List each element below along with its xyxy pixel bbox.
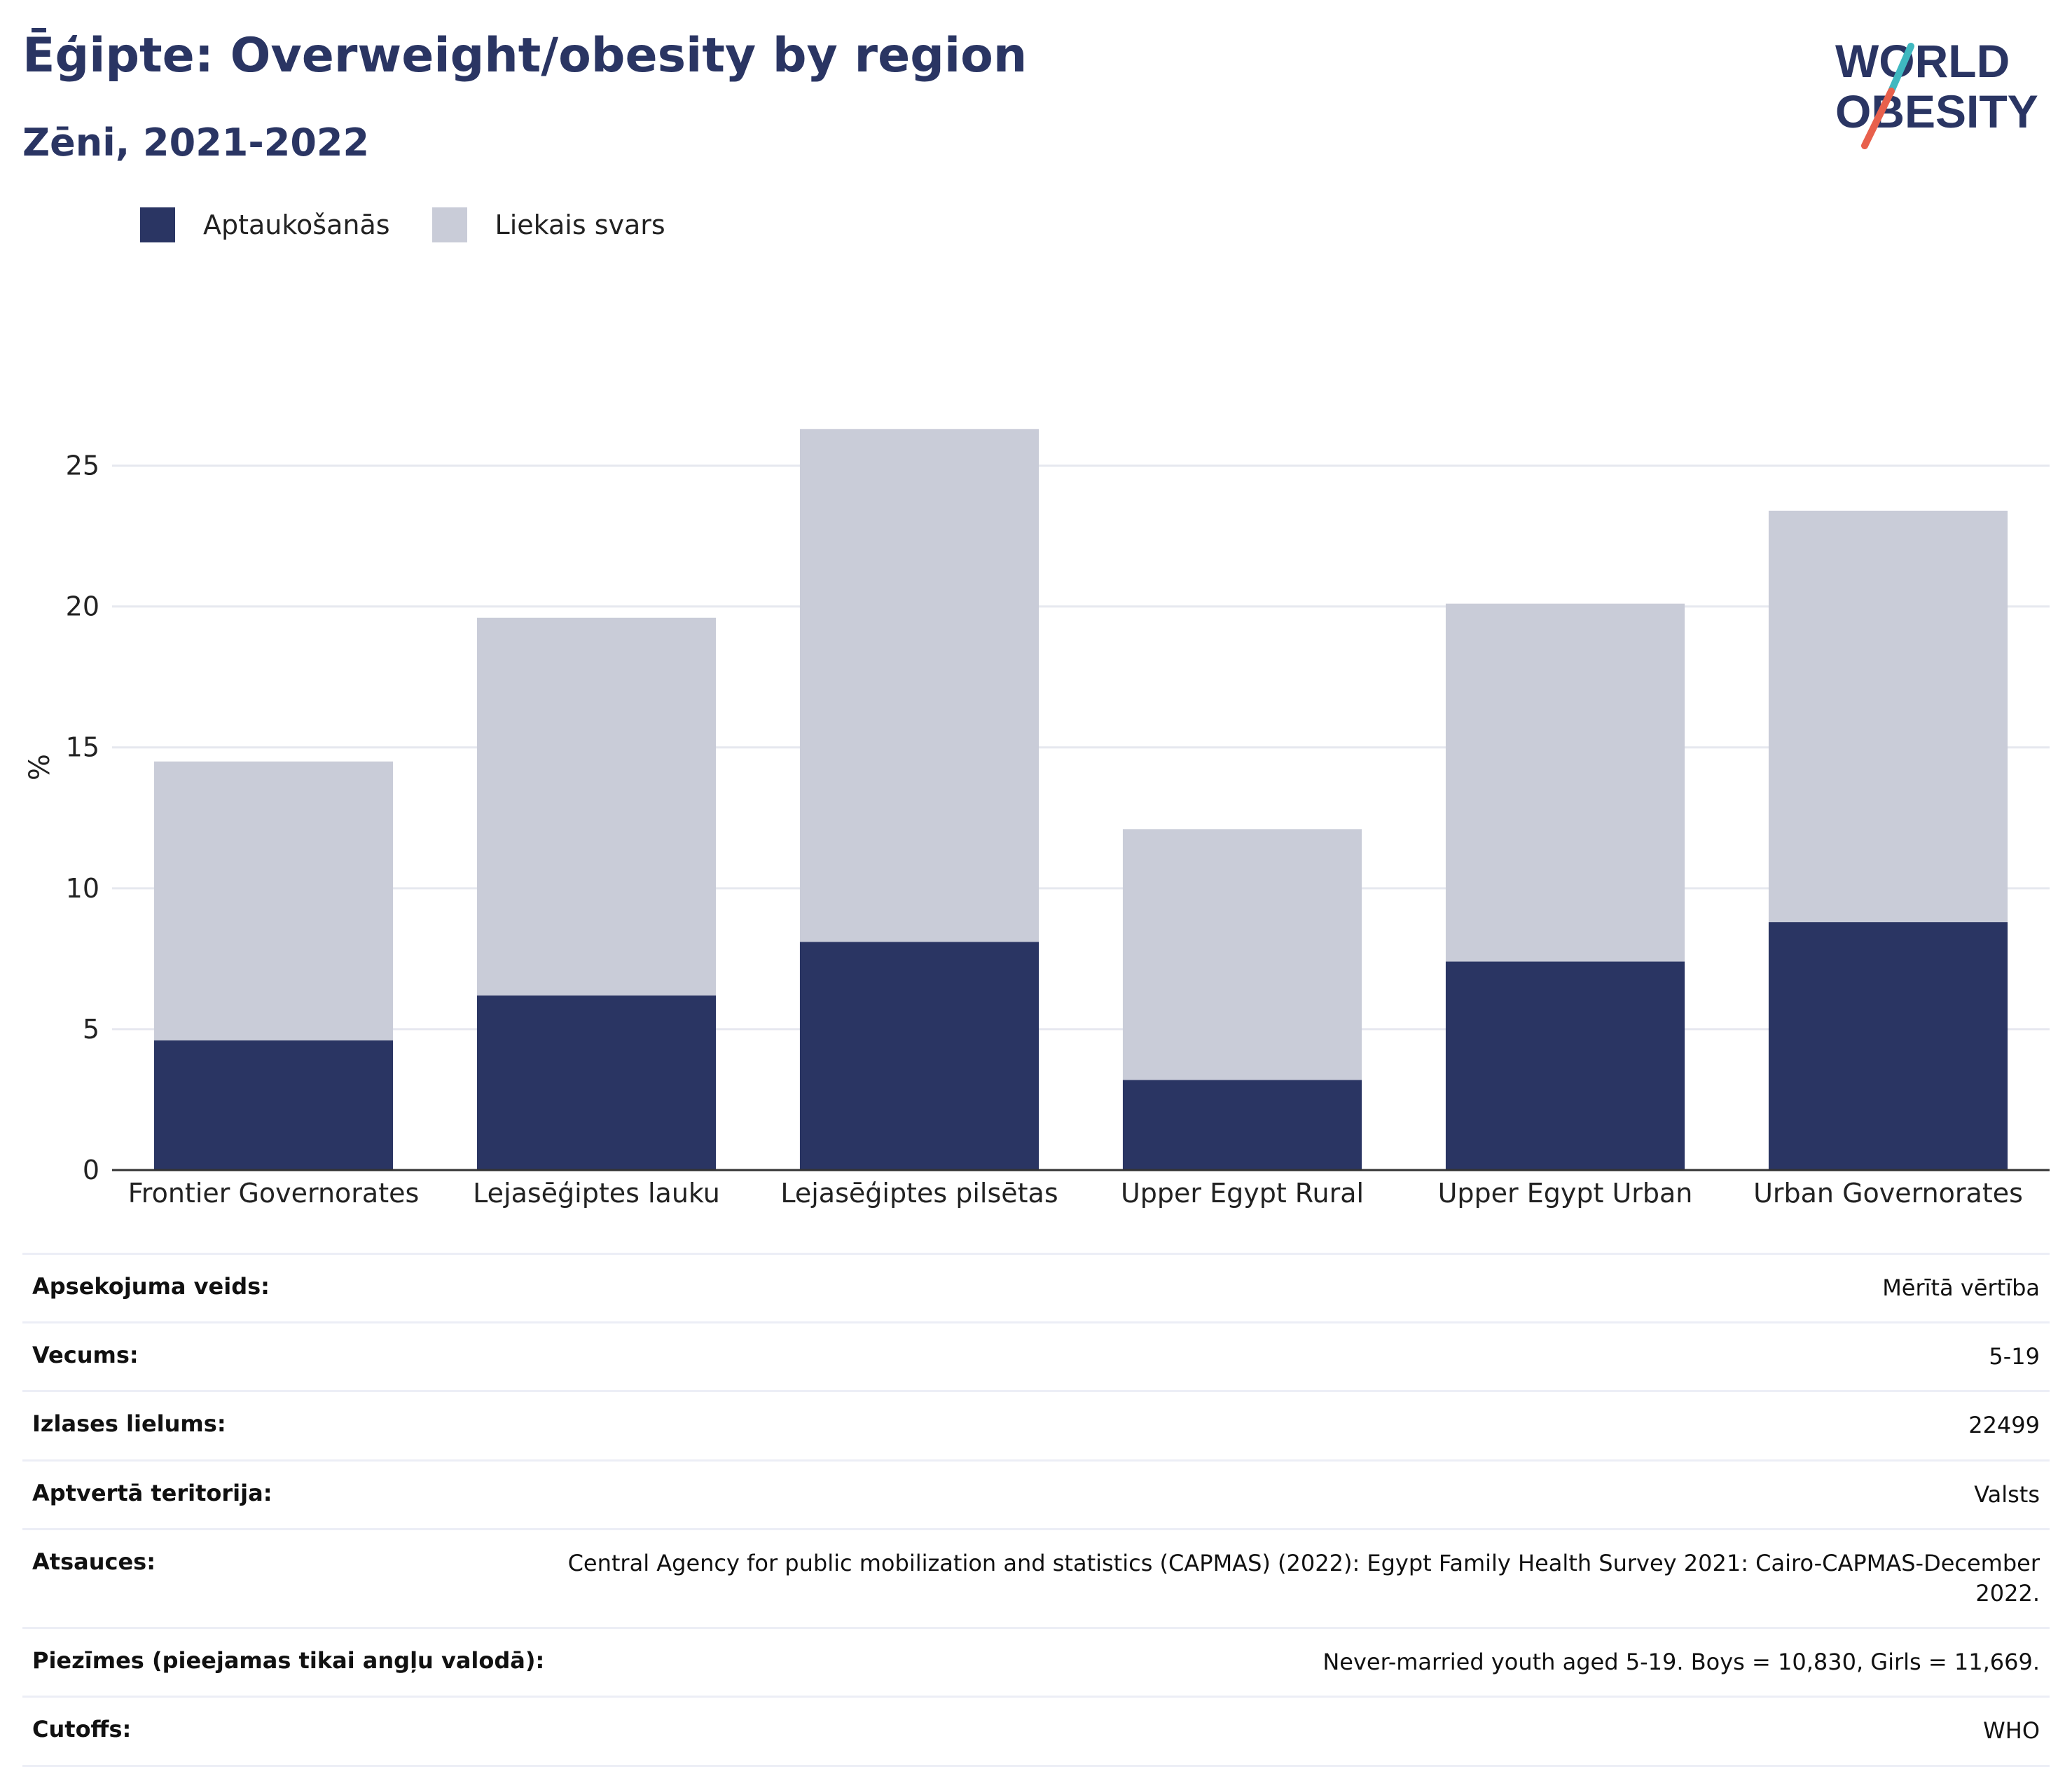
y-tick-label: 5 — [83, 1014, 99, 1045]
x-tick-label: Upper Egypt Rural — [1121, 1178, 1364, 1209]
world-obesity-logo: WORLD OBESITY — [1835, 35, 2038, 149]
logo-slash-teal — [1888, 43, 1914, 95]
x-tick-label: Lejasēģiptes lauku — [473, 1178, 720, 1209]
legend-item-overweight[interactable]: Liekais svars — [431, 207, 665, 242]
logo-text-world: WORLD — [1835, 35, 2010, 87]
meta-label: Aptvertā teritorija: — [32, 1479, 272, 1506]
legend-item-obesity[interactable]: Aptaukošanās — [140, 207, 390, 242]
meta-label: Piezīmes (pieejamas tikai angļu valodā): — [32, 1647, 545, 1675]
meta-value: 5-19 — [1989, 1343, 2040, 1370]
bar-obesity — [1445, 961, 1685, 1170]
x-tick-label: Lejasēģiptes pilsētas — [780, 1178, 1058, 1209]
y-axis-label: % — [24, 754, 56, 781]
meta-row-coverage: Aptvertā teritorija: Valsts — [22, 1459, 2050, 1528]
meta-row-notes: Piezīmes (pieejamas tikai angļu valodā):… — [22, 1627, 2050, 1696]
bar-overweight — [1768, 510, 2008, 923]
meta-label: Atsauces: — [32, 1548, 156, 1575]
logo-text-obesity: OBESITY — [1835, 85, 2038, 137]
x-tick-label: Frontier Governorates — [128, 1178, 420, 1209]
metadata-table: Apsekojuma veids: Mērītā vērtība Vecums:… — [22, 1253, 2050, 1767]
meta-label: Apsekojuma veids: — [32, 1273, 270, 1300]
meta-row-sample-size: Izlases lielums: 22499 — [22, 1390, 2050, 1459]
y-tick-label: 20 — [66, 591, 99, 622]
meta-label: Vecums: — [32, 1342, 139, 1369]
bar-overweight — [1122, 829, 1362, 1080]
x-tick-label: Upper Egypt Urban — [1438, 1178, 1693, 1209]
meta-value: 22499 — [1968, 1412, 2040, 1439]
meta-label: Cutoffs: — [32, 1716, 132, 1743]
chart-subtitle: Zēni, 2021-2022 — [22, 121, 370, 165]
legend-swatch-obesity — [140, 207, 175, 242]
x-tick-label: Urban Governorates — [1753, 1178, 2023, 1209]
chart-legend: Aptaukošanās Liekais svars — [140, 207, 707, 242]
meta-value: WHO — [1983, 1717, 2040, 1745]
meta-value: Mērītā vērtība — [1882, 1274, 2040, 1301]
legend-label-overweight: Liekais svars — [495, 209, 665, 240]
y-tick-label: 10 — [66, 873, 99, 904]
bar-obesity — [1768, 922, 2008, 1170]
stacked-bar-chart: 0 5 10 15 20 25% Frontier Governorates Lejasēģi… — [24, 429, 2050, 1209]
meta-row-age: Vecums: 5-19 — [22, 1321, 2050, 1390]
meta-value: Valsts — [1974, 1480, 2040, 1508]
meta-row-cutoffs: Cutoffs: WHO — [22, 1696, 2050, 1767]
bar-overweight — [153, 761, 394, 1040]
meta-row-survey-type: Apsekojuma veids: Mērītā vērtība — [22, 1253, 2050, 1321]
chart-title: Ēģipte: Overweight/obesity by region — [22, 28, 1028, 83]
bar-obesity — [799, 942, 1040, 1170]
meta-row-references: Atsauces: Central Agency for public mobi… — [22, 1527, 2050, 1627]
meta-label: Izlases lielums: — [32, 1410, 226, 1438]
bar-overweight — [1445, 603, 1685, 962]
logo-slash-red — [1861, 88, 1895, 149]
y-tick-label: 0 — [83, 1155, 99, 1185]
y-tick-label: 15 — [66, 732, 99, 763]
y-tick-label: 25 — [66, 451, 99, 481]
legend-label-obesity: Aptaukošanās — [203, 209, 390, 240]
meta-value: Central Agency for public mobilization a… — [567, 1549, 2040, 1607]
bar-obesity — [153, 1040, 394, 1170]
bar-obesity — [476, 995, 717, 1170]
bar-overweight — [476, 617, 717, 996]
bar-overweight — [799, 429, 1040, 942]
meta-value: Never-married youth aged 5-19. Boys = 10… — [1322, 1649, 2040, 1676]
legend-swatch-overweight — [431, 207, 467, 242]
bar-obesity — [1122, 1080, 1362, 1170]
